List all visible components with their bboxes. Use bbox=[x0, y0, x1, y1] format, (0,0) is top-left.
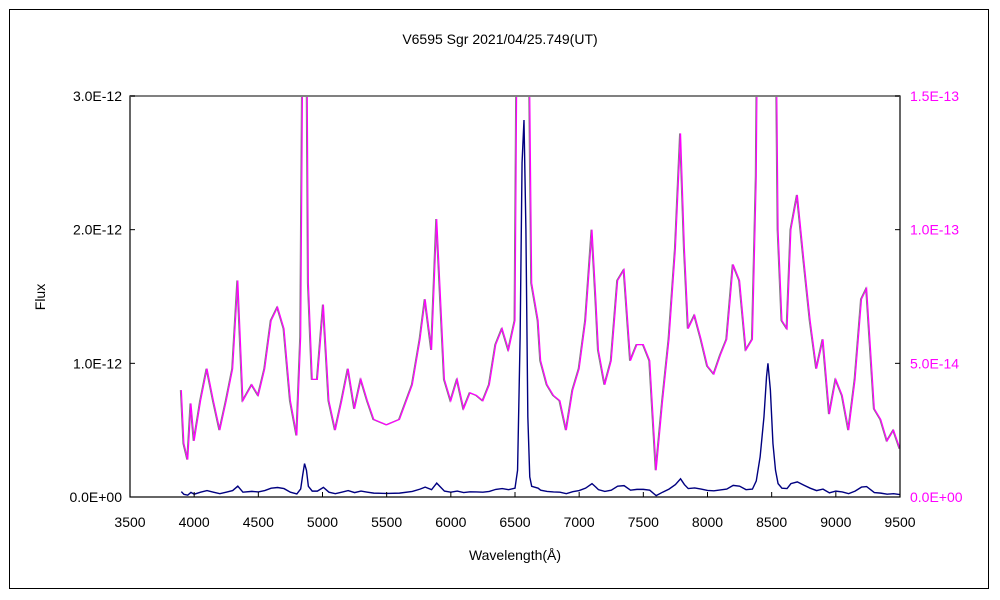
chart-title: V6595 Sgr 2021/04/25.749(UT) bbox=[402, 31, 597, 47]
x-tick-label: 4500 bbox=[243, 514, 274, 530]
x-tick-label: 8500 bbox=[756, 514, 787, 530]
y-left-tick-label: 2.0E-12 bbox=[73, 222, 122, 238]
x-tick-label: 5500 bbox=[371, 514, 402, 530]
y-right-tick-label: 5.0E-14 bbox=[910, 355, 959, 371]
series-right-flux-line bbox=[180, 96, 900, 471]
y-left-tick-label: 3.0E-12 bbox=[73, 88, 122, 104]
series-left-flux-line bbox=[180, 120, 900, 497]
x-tick-label: 9500 bbox=[884, 514, 915, 530]
x-tick-label: 3500 bbox=[114, 514, 145, 530]
x-tick-label: 7000 bbox=[564, 514, 595, 530]
y-left-tick-label: 0.0E+00 bbox=[69, 489, 122, 505]
chart-frame bbox=[9, 9, 989, 589]
x-tick-label: 9000 bbox=[820, 514, 851, 530]
x-tick-label: 6500 bbox=[499, 514, 530, 530]
y-axis-label: Flux bbox=[32, 284, 48, 310]
x-tick-label: 7500 bbox=[628, 514, 659, 530]
x-axis-label: Wavelength(Å) bbox=[469, 547, 561, 563]
y-left-tick-label: 1.0E-12 bbox=[73, 355, 122, 371]
x-tick-label: 5000 bbox=[307, 514, 338, 530]
x-tick-label: 6000 bbox=[435, 514, 466, 530]
x-tick-label: 8000 bbox=[692, 514, 723, 530]
y-right-tick-label: 1.5E-13 bbox=[910, 88, 959, 104]
y-right-tick-label: 0.0E+00 bbox=[910, 489, 963, 505]
x-tick-label: 4000 bbox=[179, 514, 210, 530]
series-right-shadow bbox=[179, 96, 900, 471]
y-right-tick-label: 1.0E-13 bbox=[910, 222, 959, 238]
